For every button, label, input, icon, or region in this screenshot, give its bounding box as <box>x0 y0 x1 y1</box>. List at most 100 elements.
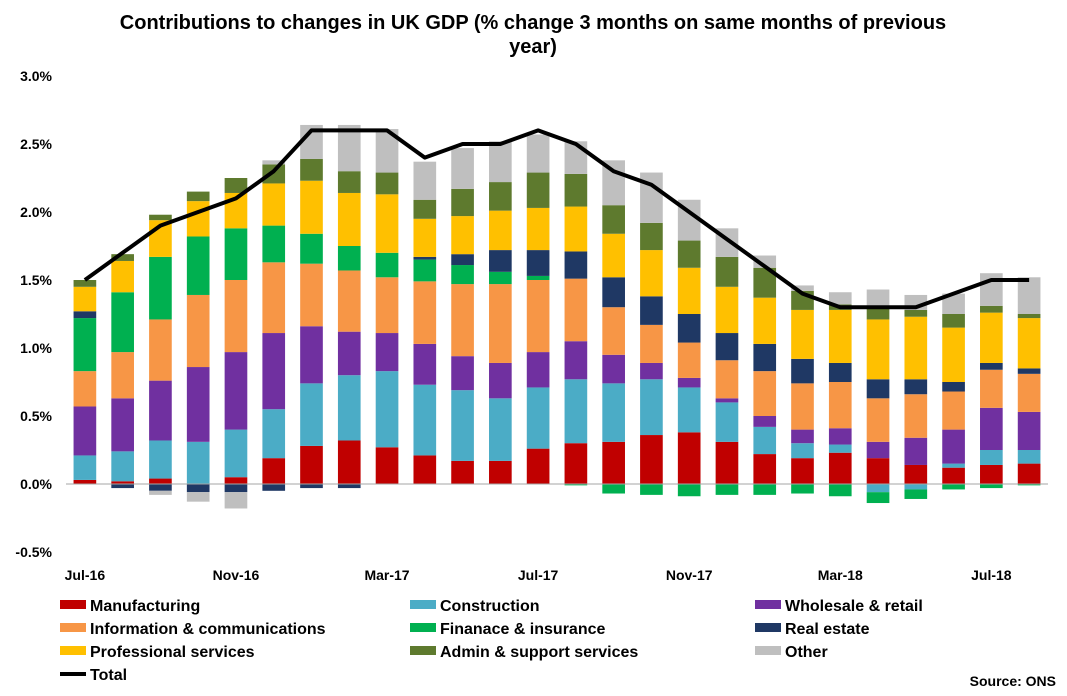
bar-stack <box>149 214 172 495</box>
bar-segment <box>904 394 928 438</box>
bar-segment <box>866 289 890 306</box>
bar-segment <box>602 354 625 384</box>
legend-label: Total <box>90 667 127 684</box>
bar-segment <box>715 360 739 399</box>
bar-segment <box>828 484 852 497</box>
legend-item: Admin & support services <box>410 644 638 661</box>
bar-segment <box>866 441 890 459</box>
bar-segment <box>186 294 210 368</box>
legend-item: Other <box>755 644 828 661</box>
bar-segment <box>715 398 739 403</box>
bar-segment <box>451 284 474 357</box>
y-tick-label: 2.5% <box>20 136 52 152</box>
bar-segment <box>715 484 739 495</box>
bar-segment <box>526 387 550 449</box>
bar-segment <box>980 362 1003 370</box>
bar-stack <box>942 293 965 490</box>
bar-segment <box>413 218 437 257</box>
bar-segment <box>149 478 172 484</box>
bar-segment <box>602 441 625 484</box>
legend-label: Information & communications <box>90 621 326 638</box>
bar-stack <box>337 124 361 489</box>
legend-swatch <box>410 646 436 655</box>
legend-item: Total <box>60 667 127 684</box>
bar-segment <box>602 277 625 308</box>
bar-segment <box>753 484 777 495</box>
bar-segment <box>866 319 890 380</box>
x-tick-label: Jul-16 <box>65 567 106 583</box>
bar-segment <box>828 292 852 305</box>
bar-segment <box>73 286 97 312</box>
bar-segment <box>1017 373 1041 412</box>
bar-segment <box>753 297 777 344</box>
bar-segment <box>753 267 777 298</box>
bar-segment <box>224 228 248 280</box>
bar-segment <box>828 428 852 445</box>
bar-segment <box>942 314 965 328</box>
bar-segment <box>715 441 739 484</box>
bar-segment <box>300 233 323 264</box>
bar-stack <box>186 191 210 502</box>
legend-swatch <box>410 623 436 632</box>
bar-segment <box>677 387 701 433</box>
bar-segment <box>942 391 965 430</box>
bar-segment <box>828 452 852 484</box>
bar-segment <box>337 331 361 376</box>
bar-segment <box>1017 314 1041 319</box>
bar-segment <box>489 460 512 484</box>
bar-segment <box>451 254 474 266</box>
bar-segment <box>1017 411 1041 450</box>
bar-segment <box>489 210 512 251</box>
chart-title-line2: year) <box>509 36 557 58</box>
bar-segment <box>375 371 399 448</box>
legend-label: Wholesale & retail <box>785 598 923 615</box>
legend-item: Information & communications <box>60 621 326 638</box>
legend-item: Construction <box>410 598 540 615</box>
bar-segment <box>489 284 512 363</box>
bar-segment <box>224 352 248 430</box>
bar-segment <box>866 379 890 399</box>
bar-segment <box>149 256 172 320</box>
bar-segment <box>791 429 814 444</box>
bar-segment <box>526 352 550 388</box>
bar-segment <box>413 256 437 260</box>
bar-segment <box>866 492 890 504</box>
legend-swatch <box>410 600 436 609</box>
bar-segment <box>640 362 663 380</box>
bar-segment <box>828 382 852 429</box>
bar-segment <box>73 406 97 456</box>
y-tick-label: 0.5% <box>20 408 52 424</box>
bar-segment <box>753 343 777 372</box>
bar-stack <box>602 160 625 494</box>
bar-stack <box>640 172 663 495</box>
bar-segment <box>149 380 172 441</box>
bar-segment <box>413 281 437 344</box>
bar-segment <box>413 384 437 456</box>
bar-segment <box>640 222 663 251</box>
bar-segment <box>753 454 777 484</box>
bar-segment <box>451 188 474 217</box>
bar-segment <box>526 207 550 251</box>
bar-segment <box>186 191 210 202</box>
bar-segment <box>262 484 286 491</box>
bar-segment <box>791 309 814 359</box>
bar-segment <box>791 383 814 430</box>
bar-segment <box>300 180 323 234</box>
bar-segment <box>451 356 474 391</box>
x-tick-label: Nov-16 <box>213 567 260 583</box>
bar-segment <box>1017 463 1041 484</box>
bar-segment <box>866 305 890 320</box>
bar-segment <box>942 429 965 464</box>
bar-segment <box>149 319 172 381</box>
bar-segment <box>980 369 1003 408</box>
legend-item: Finanace & insurance <box>410 621 605 638</box>
bar-segment <box>640 172 663 223</box>
bar-segment <box>224 484 248 493</box>
bar-stack <box>753 255 777 495</box>
bar-segment <box>262 225 286 263</box>
bar-segment <box>715 256 739 287</box>
bar-segment <box>413 455 437 484</box>
bar-segment <box>564 278 588 342</box>
bar-segment <box>602 307 625 355</box>
bar-segment <box>186 201 210 237</box>
